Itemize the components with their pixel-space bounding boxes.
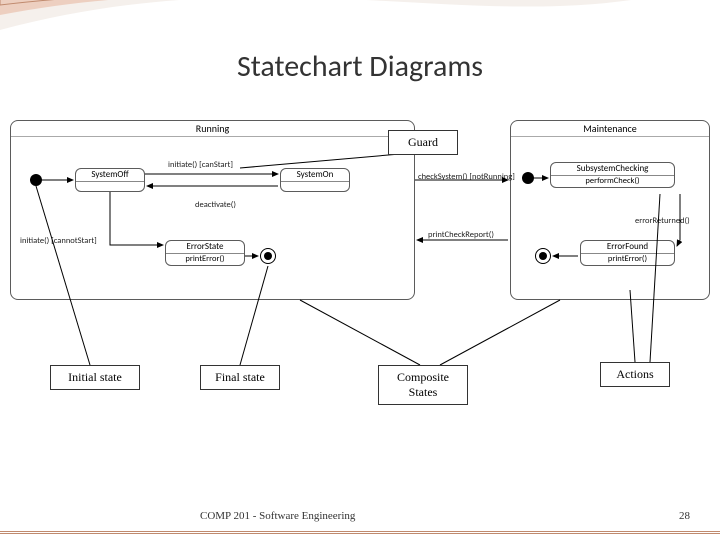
state-error-found-action: printError() bbox=[581, 254, 674, 265]
state-subsystem-checking-label: SubsystemChecking bbox=[551, 163, 674, 176]
composite-maintenance: Maintenance bbox=[510, 120, 710, 300]
bottom-rule bbox=[0, 531, 720, 534]
state-system-on: SystemOn bbox=[280, 168, 350, 192]
transition-label: deactivate() bbox=[195, 200, 236, 210]
callout-composite-states: Composite States bbox=[378, 365, 468, 405]
statechart-canvas: Running Maintenance SystemOff SystemOn E… bbox=[10, 120, 710, 340]
state-error-state-label: ErrorState bbox=[166, 241, 244, 254]
composite-running-title: Running bbox=[11, 121, 414, 137]
initial-state-running bbox=[30, 174, 42, 186]
state-system-off: SystemOff bbox=[75, 168, 145, 192]
state-system-on-label: SystemOn bbox=[281, 169, 349, 182]
callout-initial-state: Initial state bbox=[50, 365, 140, 390]
state-error-state: ErrorState printError() bbox=[165, 240, 245, 266]
slide-title: Statechart Diagrams bbox=[0, 48, 720, 85]
transition-label: initiate() [cannotStart] bbox=[20, 236, 97, 246]
state-subsystem-checking: SubsystemChecking performCheck() bbox=[550, 162, 675, 188]
state-error-found: ErrorFound printError() bbox=[580, 240, 675, 266]
final-state-running bbox=[260, 248, 276, 264]
callout-actions: Actions bbox=[600, 362, 670, 387]
state-error-state-action: printError() bbox=[166, 254, 244, 265]
callout-guard: Guard bbox=[388, 130, 458, 155]
footer-text: COMP 201 - Software Engineering bbox=[200, 510, 355, 522]
transition-label: errorReturned() bbox=[635, 216, 690, 226]
transition-label: initiate() [canStart] bbox=[168, 160, 233, 170]
page-number: 28 bbox=[679, 510, 690, 522]
initial-state-maintenance bbox=[522, 172, 534, 184]
composite-running: Running bbox=[10, 120, 415, 300]
transition-label: checkSystem() [notRunning] bbox=[418, 172, 515, 182]
state-system-off-label: SystemOff bbox=[76, 169, 144, 182]
composite-maintenance-title: Maintenance bbox=[511, 121, 709, 137]
callout-final-state: Final state bbox=[200, 365, 280, 390]
state-subsystem-checking-action: performCheck() bbox=[551, 176, 674, 187]
transition-label: printCheckReport() bbox=[428, 230, 494, 240]
final-state-maintenance bbox=[535, 248, 551, 264]
state-error-found-label: ErrorFound bbox=[581, 241, 674, 254]
